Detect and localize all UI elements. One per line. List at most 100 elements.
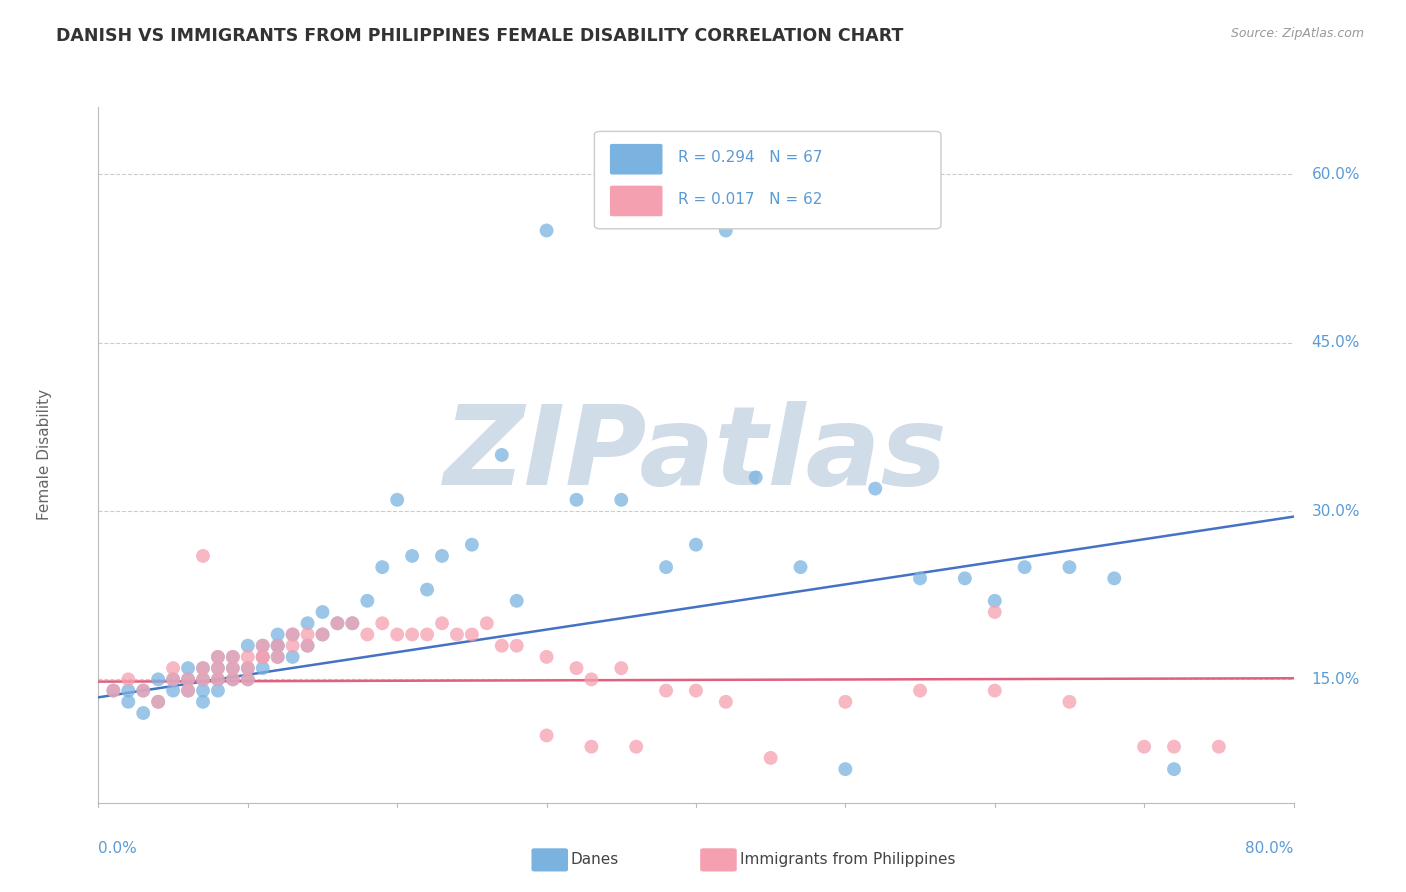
Point <box>536 223 558 237</box>
Point <box>326 616 349 631</box>
Point <box>252 649 274 664</box>
Point <box>446 627 468 641</box>
Point <box>207 661 229 675</box>
Point <box>1208 739 1230 754</box>
Text: 80.0%: 80.0% <box>1246 841 1294 856</box>
Point <box>983 605 1005 619</box>
Point <box>581 739 603 754</box>
Point <box>132 683 155 698</box>
Point <box>267 639 290 653</box>
Point <box>565 661 588 675</box>
Text: Female Disability: Female Disability <box>37 389 52 521</box>
Point <box>461 538 484 552</box>
Point <box>177 673 200 687</box>
Point <box>536 729 558 743</box>
Point <box>401 627 423 641</box>
Point <box>222 661 245 675</box>
Point <box>385 627 409 641</box>
Point <box>236 661 259 675</box>
Point <box>132 706 155 720</box>
Point <box>401 549 423 563</box>
Point <box>177 683 200 698</box>
Point <box>252 649 274 664</box>
Point <box>177 683 200 698</box>
Point <box>565 492 588 507</box>
Text: 60.0%: 60.0% <box>1312 167 1360 182</box>
Point <box>326 616 349 631</box>
Point <box>207 649 229 664</box>
Point <box>342 616 364 631</box>
Point <box>356 594 378 608</box>
Point <box>865 482 887 496</box>
Point <box>655 683 678 698</box>
Text: R = 0.017   N = 62: R = 0.017 N = 62 <box>678 192 823 207</box>
Point <box>356 627 378 641</box>
Point <box>610 492 633 507</box>
Point <box>759 751 782 765</box>
Point <box>281 627 304 641</box>
FancyBboxPatch shape <box>610 144 662 175</box>
Point <box>132 683 155 698</box>
Point <box>148 695 170 709</box>
Point <box>1163 739 1185 754</box>
Point <box>311 627 333 641</box>
Point <box>281 639 304 653</box>
Point <box>252 639 274 653</box>
Point <box>267 639 290 653</box>
Point <box>281 627 304 641</box>
Point <box>430 549 453 563</box>
Point <box>162 673 184 687</box>
Point <box>342 616 364 631</box>
Point <box>222 661 245 675</box>
Point <box>581 673 603 687</box>
Point <box>1133 739 1156 754</box>
Text: 0.0%: 0.0% <box>98 841 138 856</box>
Point <box>834 695 856 709</box>
Point <box>610 661 633 675</box>
Point <box>252 649 274 664</box>
Point <box>222 649 245 664</box>
Point <box>148 673 170 687</box>
Point <box>983 594 1005 608</box>
Point <box>148 695 170 709</box>
Point <box>236 661 259 675</box>
Point <box>385 492 409 507</box>
Point <box>416 582 439 597</box>
Point <box>311 627 333 641</box>
Point <box>267 639 290 653</box>
Point <box>191 661 214 675</box>
Point <box>207 673 229 687</box>
Point <box>252 661 274 675</box>
Text: R = 0.294   N = 67: R = 0.294 N = 67 <box>678 151 823 165</box>
Point <box>191 683 214 698</box>
Point <box>177 673 200 687</box>
Point <box>953 571 976 585</box>
Point <box>1059 560 1081 574</box>
Point <box>222 649 245 664</box>
Point <box>236 639 259 653</box>
Point <box>207 673 229 687</box>
Point <box>834 762 856 776</box>
Point <box>1163 762 1185 776</box>
Point <box>103 683 125 698</box>
Point <box>267 649 290 664</box>
Point <box>789 560 811 574</box>
Point <box>207 649 229 664</box>
Point <box>297 616 319 631</box>
Point <box>281 649 304 664</box>
Point <box>297 639 319 653</box>
Point <box>430 616 453 631</box>
Point <box>371 616 394 631</box>
Text: ZIPatlas: ZIPatlas <box>444 401 948 508</box>
Point <box>536 649 558 664</box>
Point <box>655 560 678 574</box>
FancyBboxPatch shape <box>595 131 941 229</box>
Point <box>177 661 200 675</box>
Point <box>371 560 394 574</box>
Point <box>685 538 707 552</box>
Point <box>908 571 931 585</box>
Point <box>1014 560 1036 574</box>
Point <box>297 639 319 653</box>
Point <box>714 695 737 709</box>
Point <box>191 673 214 687</box>
